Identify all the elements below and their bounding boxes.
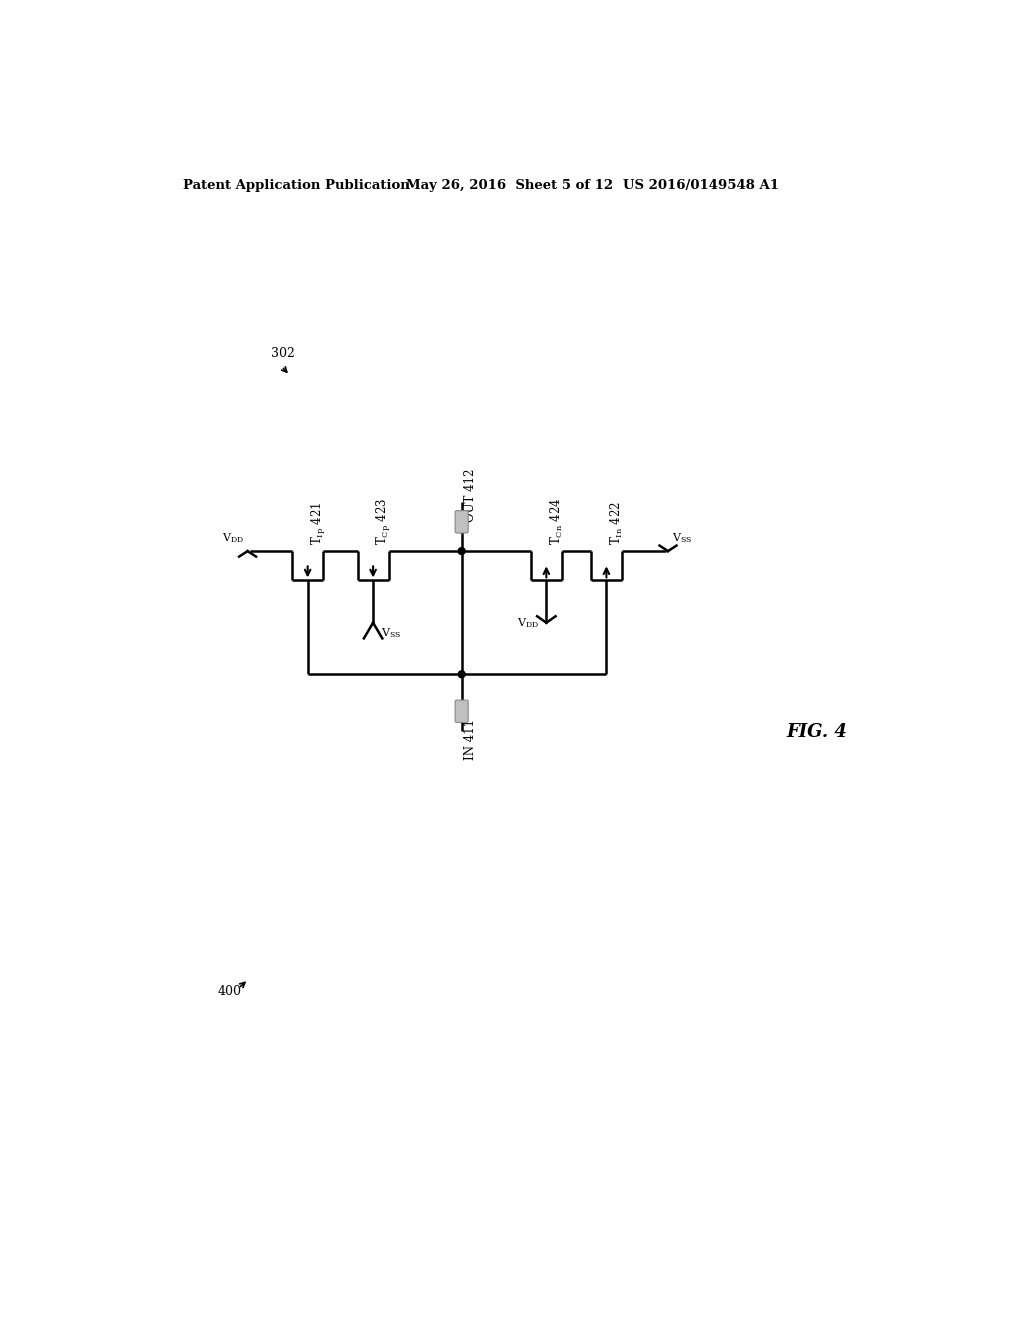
Circle shape	[458, 548, 465, 554]
Text: FIG. 4: FIG. 4	[786, 723, 848, 741]
Text: 400: 400	[217, 985, 242, 998]
Circle shape	[458, 671, 465, 677]
Text: T$_{\mathregular{In}}$ 422: T$_{\mathregular{In}}$ 422	[608, 502, 625, 545]
Text: Patent Application Publication: Patent Application Publication	[183, 178, 410, 191]
FancyBboxPatch shape	[455, 700, 468, 722]
FancyBboxPatch shape	[455, 511, 468, 533]
Text: T$_{\mathregular{Cp}}$ 423: T$_{\mathregular{Cp}}$ 423	[376, 498, 393, 545]
Text: May 26, 2016  Sheet 5 of 12: May 26, 2016 Sheet 5 of 12	[407, 178, 613, 191]
Text: T$_{\mathregular{Cn}}$ 424: T$_{\mathregular{Cn}}$ 424	[549, 498, 565, 545]
Text: US 2016/0149548 A1: US 2016/0149548 A1	[624, 178, 779, 191]
Text: IN 411: IN 411	[464, 719, 477, 760]
Text: OUT 412: OUT 412	[464, 469, 477, 521]
Text: 302: 302	[271, 347, 295, 360]
Text: V$_{\mathregular{SS}}$: V$_{\mathregular{SS}}$	[673, 531, 693, 545]
Text: V$_{\mathregular{SS}}$: V$_{\mathregular{SS}}$	[381, 627, 401, 640]
Text: V$_{\mathregular{DD}}$: V$_{\mathregular{DD}}$	[517, 616, 540, 630]
Text: T$_{\mathregular{Ip}}$ 421: T$_{\mathregular{Ip}}$ 421	[310, 502, 328, 545]
Text: V$_{\mathregular{DD}}$: V$_{\mathregular{DD}}$	[222, 531, 244, 545]
